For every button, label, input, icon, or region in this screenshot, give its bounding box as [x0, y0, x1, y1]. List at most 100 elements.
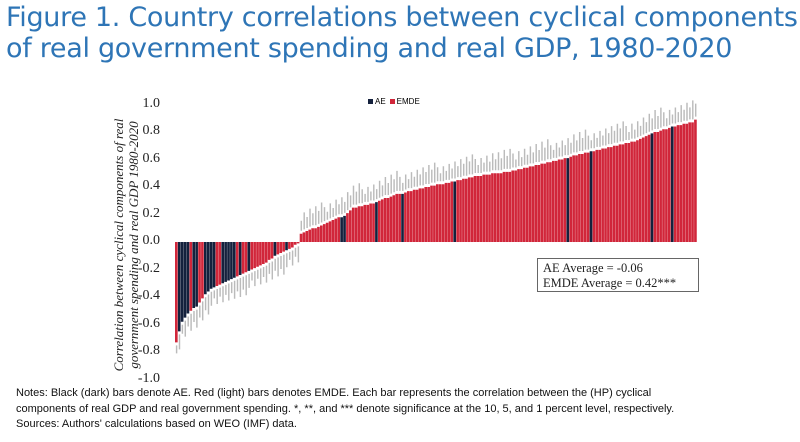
country-label-mark: [477, 165, 479, 173]
country-label-mark: [654, 110, 656, 129]
bar-emde: [378, 200, 381, 242]
bar-emde: [485, 174, 488, 243]
country-label-mark: [558, 147, 561, 157]
bar-emde: [604, 148, 607, 242]
bar-ae: [186, 242, 190, 314]
bar-emde: [372, 203, 375, 242]
country-label-mark: [190, 313, 192, 331]
legend-ae-swatch: [368, 99, 373, 104]
country-label-mark: [555, 142, 558, 158]
country-label-mark: [465, 156, 468, 176]
country-label-mark: [570, 142, 572, 154]
bar-emde: [525, 167, 529, 242]
country-label-mark: [674, 107, 677, 124]
bar-emde: [467, 177, 471, 243]
country-label-mark: [201, 301, 204, 321]
bar-emde: [241, 242, 245, 274]
country-label-mark: [410, 172, 413, 189]
country-label-mark: [413, 176, 416, 187]
country-label-mark: [515, 159, 517, 168]
bar-emde: [259, 242, 262, 266]
country-label-mark: [323, 207, 326, 222]
bar-emde: [279, 242, 283, 253]
bar-emde: [282, 242, 285, 252]
country-label-mark: [297, 246, 300, 263]
bar-emde: [569, 156, 573, 242]
country-label-mark: [207, 294, 210, 315]
bar-emde: [325, 222, 329, 242]
bar-emde: [618, 144, 622, 243]
y-tick-label: 0.0: [142, 233, 161, 248]
figure-title: Figure 1. Country correlations between c…: [6, 2, 798, 64]
bar-emde: [514, 170, 517, 242]
country-label-mark: [683, 109, 685, 121]
country-label-mark: [268, 262, 271, 274]
country-label-mark: [210, 291, 213, 306]
bar-ae: [183, 242, 187, 318]
bar-emde: [351, 207, 355, 243]
bar-emde: [244, 242, 248, 273]
country-label-mark: [509, 148, 511, 169]
bar-emde: [554, 160, 558, 243]
bar-emde: [175, 242, 178, 343]
bar-emde: [189, 242, 193, 311]
bar-emde: [459, 180, 462, 243]
bar-emde: [357, 206, 361, 242]
bar-emde: [337, 217, 341, 242]
bar-emde: [531, 166, 535, 243]
bar-emde: [293, 242, 297, 245]
country-label-mark: [370, 191, 372, 201]
country-label-mark: [404, 174, 407, 190]
bar-emde: [656, 132, 660, 242]
bar-emde: [256, 242, 259, 267]
bar-emde: [447, 182, 451, 243]
bar-emde: [549, 162, 552, 242]
bar-emde: [491, 173, 494, 242]
bar-emde: [409, 191, 413, 243]
country-label-mark: [344, 201, 346, 213]
country-label-mark: [610, 126, 613, 145]
country-label-mark: [352, 185, 355, 205]
bar-emde: [624, 143, 628, 242]
y-tick-label: 0.4: [142, 178, 161, 193]
bar-emde: [398, 193, 401, 243]
country-label-mark: [564, 145, 566, 156]
country-label-mark: [262, 267, 265, 277]
country-label-mark: [616, 123, 619, 143]
country-label-mark: [497, 152, 500, 171]
bar-emde: [552, 160, 555, 243]
bar-emde: [610, 147, 613, 242]
bar-emde: [311, 228, 314, 242]
bar-emde: [560, 159, 564, 242]
bar-ae: [195, 242, 198, 307]
bar-emde: [601, 148, 604, 242]
country-label-mark: [402, 182, 404, 191]
bar-ae: [238, 242, 242, 275]
bar-emde: [688, 122, 691, 243]
bar-ae: [670, 126, 674, 242]
country-label-mark: [520, 157, 523, 167]
country-label-mark: [178, 334, 181, 350]
bar-emde: [508, 171, 512, 243]
country-label-mark: [686, 102, 688, 121]
notes: Notes: Black (dark) bars denote AE. Red …: [16, 386, 674, 433]
y-tick-label: 0.2: [142, 205, 161, 221]
country-label-mark: [602, 135, 604, 146]
bar-ae: [233, 242, 236, 278]
country-label-mark: [184, 320, 187, 337]
country-label-mark: [349, 195, 352, 208]
bar-emde: [583, 152, 587, 243]
bar-emde: [676, 125, 680, 243]
legend: AE EMDE: [368, 97, 420, 106]
bar-emde: [528, 166, 532, 243]
bar-emde: [383, 198, 387, 242]
country-label-mark: [280, 256, 282, 269]
country-label-mark: [665, 118, 668, 127]
country-label-mark: [375, 189, 378, 200]
bar-emde: [621, 144, 625, 243]
country-label-mark: [326, 211, 329, 220]
country-label-mark: [265, 265, 268, 283]
country-label-mark: [578, 132, 581, 151]
country-label-mark: [549, 145, 552, 160]
